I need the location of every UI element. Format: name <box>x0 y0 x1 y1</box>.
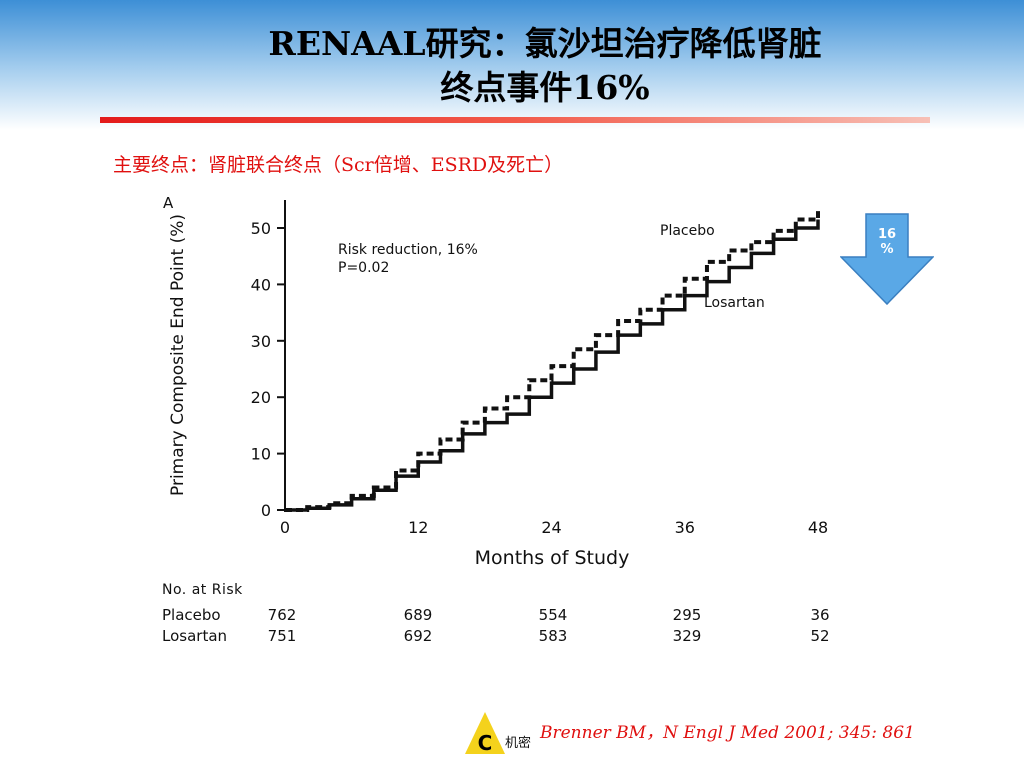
x-axis-ticks: 0 12 24 36 48 <box>280 518 828 537</box>
reduction-badge-text: 16 % <box>840 227 934 257</box>
series-label-losartan: Losartan <box>704 295 765 311</box>
number-at-risk-table: No. at Risk Placebo 762 689 554 295 36 L… <box>160 582 860 652</box>
y-axis-label: Primary Composite End Point (%) <box>168 214 188 496</box>
y-tick-label: 40 <box>251 275 271 294</box>
y-tick-label: 50 <box>251 219 271 238</box>
at-risk-cell: 692 <box>403 627 433 645</box>
risk-reduction-annotation: Risk reduction, 16% <box>338 242 478 258</box>
x-tick-label: 24 <box>541 518 561 537</box>
x-axis-label: Months of Study <box>475 547 630 569</box>
at-risk-cell: 762 <box>267 606 297 624</box>
confidential-logo-icon: C <box>465 712 505 755</box>
x-tick-label: 48 <box>808 518 828 537</box>
at-risk-cell: 52 <box>810 627 830 645</box>
at-risk-cell: 554 <box>538 606 568 624</box>
series-label-placebo: Placebo <box>660 223 715 239</box>
header-background <box>0 0 1024 130</box>
at-risk-cell: 295 <box>672 606 702 624</box>
down-arrow-icon <box>839 213 935 306</box>
badge-unit: % <box>880 242 894 257</box>
at-risk-row-placebo: Placebo 762 689 554 295 36 <box>160 606 860 626</box>
confidential-label: 机密 <box>505 736 532 751</box>
at-risk-header: No. at Risk <box>162 582 243 598</box>
y-axis-ticks: 0 10 20 30 40 50 <box>251 219 285 520</box>
series-lines <box>285 211 820 512</box>
at-risk-cell: 751 <box>267 627 297 645</box>
x-tick-label: 0 <box>280 518 290 537</box>
y-tick-label: 20 <box>251 388 271 407</box>
reduction-badge: 16 % <box>839 213 935 306</box>
at-risk-cell: 689 <box>403 606 433 624</box>
logo-letter: C <box>478 731 493 755</box>
at-risk-cell: 329 <box>672 627 702 645</box>
slide-title: RENAAL研究：氯沙坦治疗降低肾脏 终点事件16% <box>130 22 960 110</box>
at-risk-row-label: Losartan <box>162 627 228 645</box>
slide-title-line-1: RENAAL研究：氯沙坦治疗降低肾脏 <box>268 24 822 63</box>
citation: Brenner BM，N Engl J Med 2001; 345: 861 <box>540 723 915 743</box>
y-tick-label: 10 <box>251 445 271 464</box>
x-tick-label: 12 <box>408 518 428 537</box>
at-risk-row-losartan: Losartan 751 692 583 329 52 <box>160 627 860 647</box>
y-tick-label: 30 <box>251 332 271 351</box>
title-underline <box>100 117 930 123</box>
panel-label: A <box>163 194 174 212</box>
at-risk-cell: 583 <box>538 627 568 645</box>
x-tick-label: 36 <box>675 518 695 537</box>
y-tick-label: 0 <box>261 501 271 520</box>
at-risk-row-label: Placebo <box>162 606 221 624</box>
at-risk-cell: 36 <box>810 606 830 624</box>
p-value-annotation: P=0.02 <box>338 260 389 276</box>
series-line-placebo <box>285 211 820 512</box>
slide-subtitle: 主要终点：肾脏联合终点（Scr倍增、ESRD及死亡） <box>113 154 564 176</box>
slide-title-line-2: 终点事件16% <box>440 68 650 107</box>
series-line-losartan <box>285 219 820 512</box>
badge-value: 16 <box>877 227 897 242</box>
